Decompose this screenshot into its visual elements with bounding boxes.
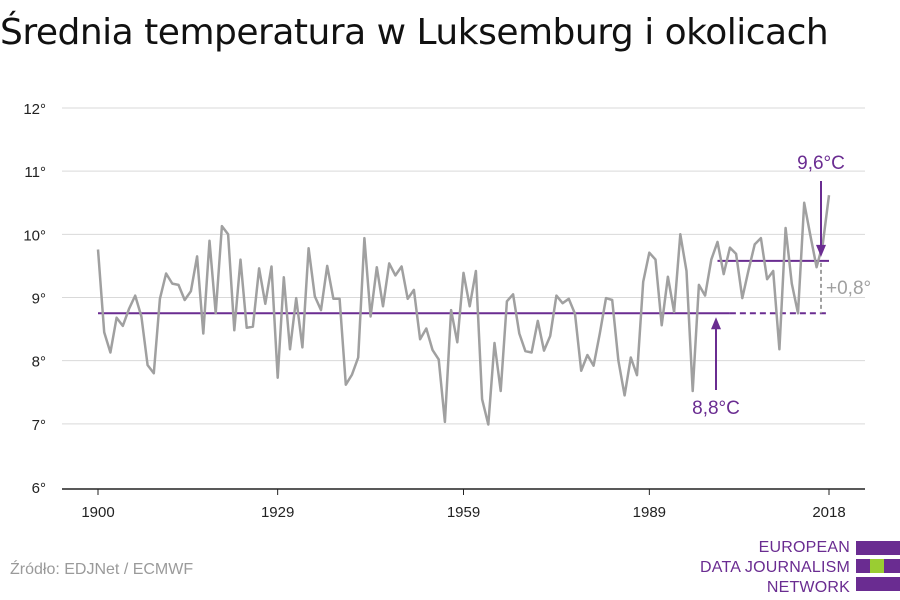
logo-bar-3 bbox=[856, 577, 900, 591]
difference-label: +0,8° bbox=[826, 278, 871, 299]
y-axis-ticks: 6° 7° 8° 9° 10° 11° 12° bbox=[23, 101, 46, 497]
x-tick-label: 1929 bbox=[261, 504, 294, 521]
arrow-avg-historical-head bbox=[711, 317, 721, 330]
logo-bar-1 bbox=[856, 541, 900, 555]
temperature-series-line bbox=[96, 195, 831, 426]
logo-line-1: EUROPEAN bbox=[758, 539, 850, 556]
y-tick-label: 12° bbox=[23, 101, 46, 118]
x-tick-label: 1989 bbox=[633, 504, 666, 521]
logo-bar-2-accent bbox=[870, 559, 884, 573]
y-tick-label: 9° bbox=[32, 291, 46, 308]
grid-lines bbox=[62, 107, 865, 425]
x-axis: 1900 1929 1959 1989 2018 bbox=[62, 488, 865, 521]
y-tick-label: 7° bbox=[32, 417, 46, 434]
logo-text: EUROPEAN DATA JOURNALISM NETWORK bbox=[700, 538, 850, 598]
x-tick-label: 1959 bbox=[447, 504, 480, 521]
x-tick-label: 2018 bbox=[812, 504, 845, 521]
y-tick-label: 6° bbox=[32, 480, 46, 497]
label-avg-historical: 8,8°C bbox=[692, 398, 740, 419]
arrow-avg-recent-head bbox=[816, 244, 826, 257]
y-tick-label: 10° bbox=[23, 227, 46, 244]
x-tick-label: 1900 bbox=[81, 504, 114, 521]
logo-line-2: DATA JOURNALISM bbox=[700, 559, 850, 576]
label-avg-recent: 9,6°C bbox=[797, 153, 845, 174]
annotations: 8,8°C 9,6°C +0,8° bbox=[692, 153, 871, 419]
source-note: Źródło: EDJNet / ECMWF bbox=[10, 561, 194, 578]
edjnet-logo: EUROPEAN DATA JOURNALISM NETWORK bbox=[690, 538, 900, 600]
logo-line-3: NETWORK bbox=[766, 579, 850, 596]
series-group bbox=[96, 195, 831, 426]
y-tick-label: 11° bbox=[24, 164, 46, 181]
y-tick-label: 8° bbox=[32, 354, 46, 371]
chart-title: Średnia temperatura w Luksemburg i okoli… bbox=[0, 12, 829, 53]
